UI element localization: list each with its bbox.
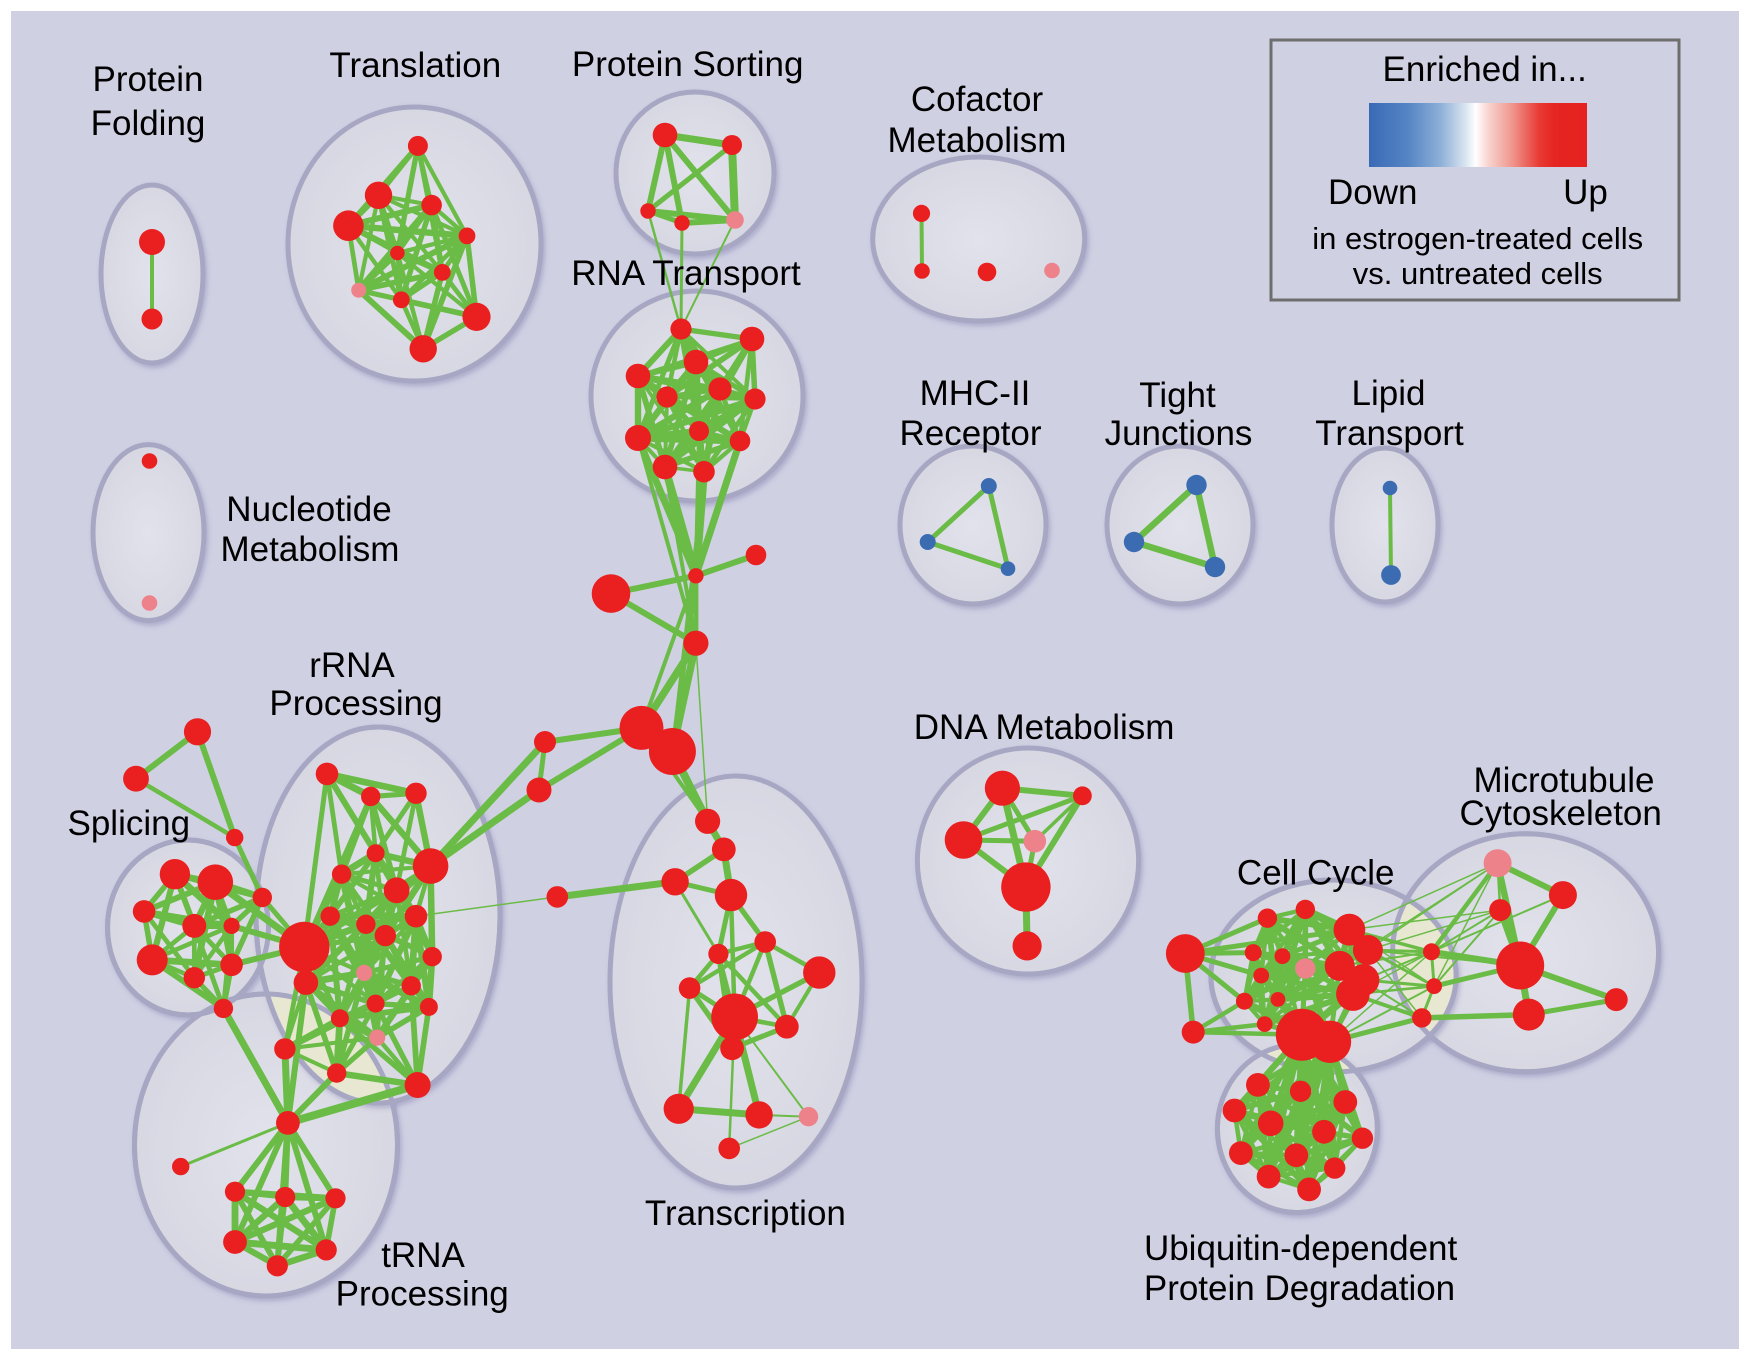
svg-text:Processing: Processing: [336, 1275, 509, 1314]
svg-text:Transcription: Transcription: [645, 1194, 846, 1233]
svg-text:Folding: Folding: [91, 104, 206, 143]
svg-text:Translation: Translation: [329, 46, 501, 85]
svg-text:Enriched in...: Enriched in...: [1383, 50, 1587, 89]
svg-text:Transport: Transport: [1315, 414, 1464, 453]
svg-text:Ubiquitin-dependent: Ubiquitin-dependent: [1144, 1229, 1458, 1268]
svg-text:DNA Metabolism: DNA Metabolism: [914, 708, 1175, 747]
svg-text:rRNA: rRNA: [309, 646, 395, 685]
svg-text:Tight: Tight: [1139, 376, 1216, 415]
svg-text:Protein Degradation: Protein Degradation: [1144, 1269, 1455, 1308]
svg-text:Lipid: Lipid: [1352, 374, 1426, 413]
svg-text:Cell Cycle: Cell Cycle: [1237, 854, 1395, 893]
svg-text:Protein Sorting: Protein Sorting: [572, 45, 804, 84]
svg-text:Splicing: Splicing: [68, 804, 191, 843]
svg-text:Down: Down: [1328, 173, 1417, 212]
svg-text:Metabolism: Metabolism: [221, 530, 400, 569]
svg-text:Processing: Processing: [269, 684, 442, 723]
svg-text:Microtubule: Microtubule: [1474, 761, 1655, 800]
svg-text:Nucleotide: Nucleotide: [226, 490, 391, 529]
svg-text:MHC-II: MHC-II: [920, 374, 1031, 413]
svg-text:Cofactor: Cofactor: [911, 80, 1044, 119]
svg-text:RNA Transport: RNA Transport: [571, 254, 801, 293]
svg-text:vs. untreated cells: vs. untreated cells: [1353, 256, 1603, 291]
svg-text:Protein: Protein: [93, 60, 204, 99]
svg-text:Junctions: Junctions: [1105, 414, 1253, 453]
svg-text:in estrogen-treated cells: in estrogen-treated cells: [1312, 221, 1643, 256]
svg-text:Metabolism: Metabolism: [888, 121, 1067, 160]
svg-text:Receptor: Receptor: [899, 414, 1041, 453]
svg-text:tRNA: tRNA: [381, 1236, 465, 1275]
svg-text:Cytoskeleton: Cytoskeleton: [1460, 794, 1662, 833]
svg-text:Up: Up: [1563, 173, 1608, 212]
